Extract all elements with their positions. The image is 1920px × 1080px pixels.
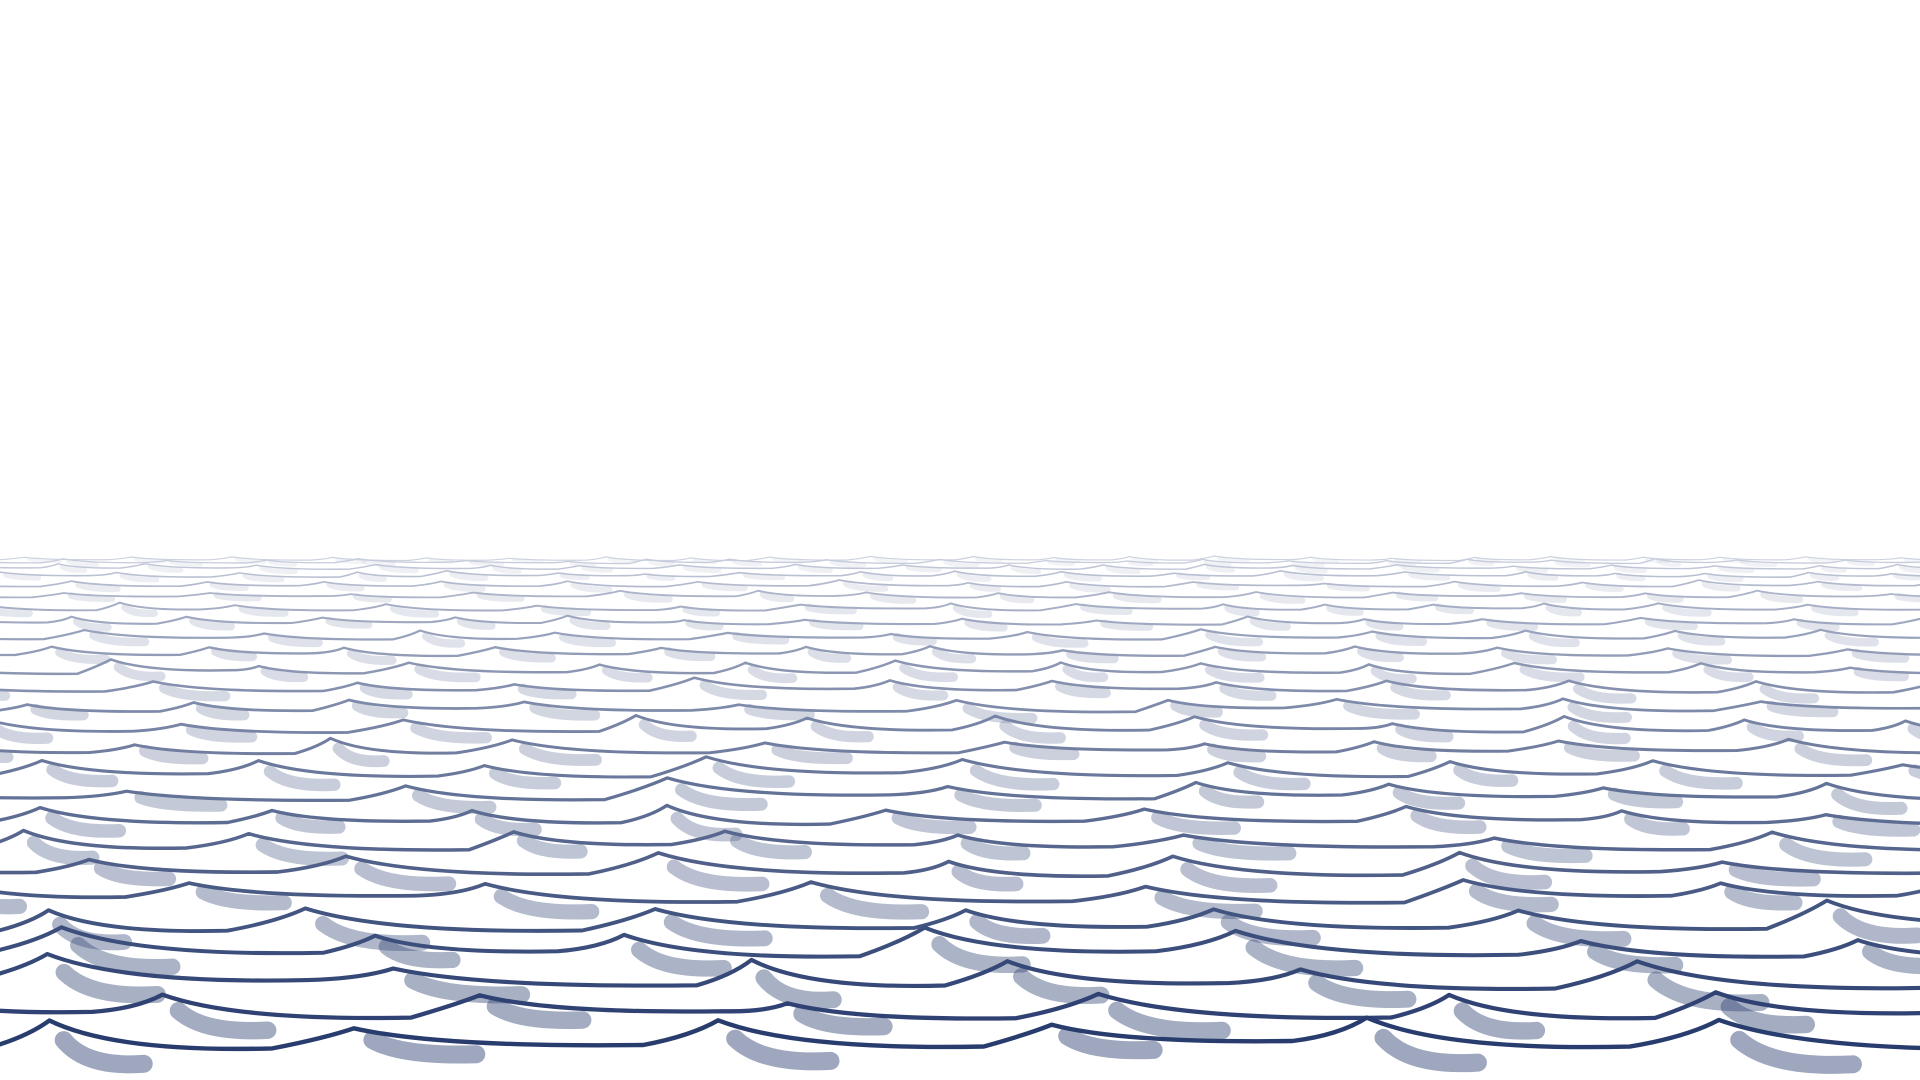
wave-shadow	[54, 1027, 1862, 1074]
wave-line	[0, 570, 1920, 578]
wave-shadow	[30, 700, 1839, 724]
wave-line	[0, 878, 1920, 905]
wave-line	[0, 614, 1920, 626]
wave-line	[0, 579, 1920, 588]
wave-shadow	[67, 590, 1920, 604]
wave-line	[0, 776, 1920, 802]
wave-line	[0, 803, 1920, 827]
wave-shadow	[0, 719, 1920, 745]
wave-line	[0, 555, 1920, 562]
wave-shadow	[59, 564, 1920, 575]
wave-shadow	[0, 680, 1820, 704]
waves	[0, 555, 1920, 1074]
wave-shadow	[0, 741, 1873, 768]
wave-line	[0, 562, 1920, 571]
wave-shadow	[113, 662, 1910, 684]
wave-shadow	[45, 809, 1920, 842]
wave-shadow	[55, 963, 1770, 1012]
wave-line	[0, 1015, 1920, 1052]
wave-shadow	[73, 616, 1840, 632]
wave-shadow	[46, 761, 1920, 792]
wave-shadow	[89, 630, 1880, 648]
wave-shadow	[0, 883, 1803, 920]
wave-line	[0, 697, 1920, 714]
wave-line	[0, 713, 1920, 734]
wave-shadow	[0, 603, 1859, 619]
wave-line	[0, 658, 1920, 676]
wave-line	[0, 828, 1920, 852]
wave-line	[0, 558, 1920, 565]
wave-shadow	[26, 833, 1873, 867]
wave-shadow	[66, 558, 1875, 568]
wave-line	[0, 755, 1920, 779]
wave-line	[0, 850, 1920, 878]
wave-line	[0, 628, 1920, 641]
wave-line	[0, 601, 1920, 612]
wave-line	[0, 898, 1920, 933]
wave-shadow	[93, 858, 1821, 893]
wave-line	[0, 589, 1920, 599]
wave-shadow	[169, 997, 1815, 1040]
wave-shadow	[134, 783, 1908, 816]
wave-line	[0, 925, 1920, 959]
wave-line	[0, 736, 1920, 756]
wave-line	[0, 990, 1920, 1021]
wave-line	[0, 645, 1920, 658]
wave-shadow	[3, 571, 1920, 583]
wave-line	[0, 951, 1920, 992]
wave-shadow	[70, 936, 1920, 977]
wave-line	[0, 676, 1920, 694]
wave-shadow	[55, 646, 1910, 665]
wave-shadow	[75, 580, 1863, 593]
